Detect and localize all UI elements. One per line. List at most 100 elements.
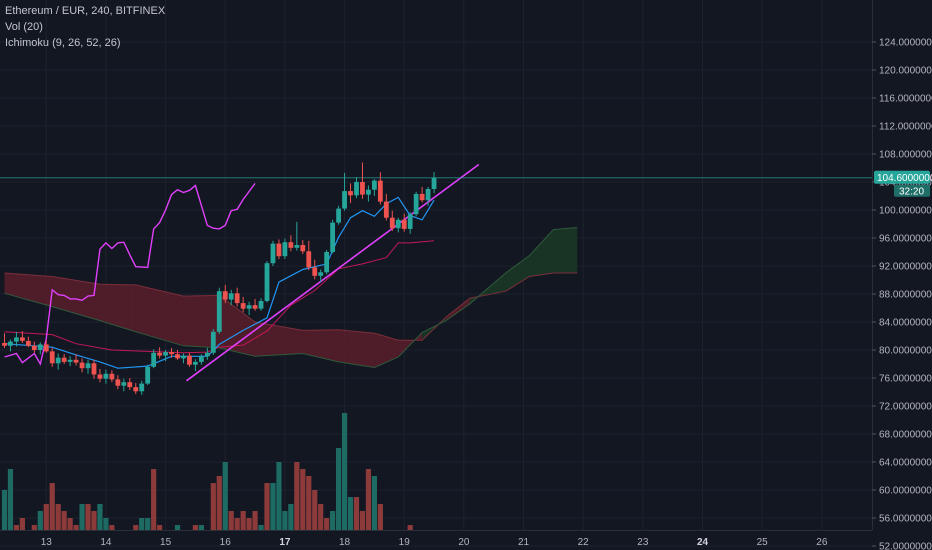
volume-bar <box>133 525 139 530</box>
candle-body <box>181 355 186 359</box>
candle-body <box>240 303 246 309</box>
candle-body <box>252 305 258 309</box>
volume-indicator-label: Vol (20) <box>5 21 43 33</box>
candle-body <box>133 387 139 392</box>
price-tick-label: 112.00000000 <box>879 122 932 133</box>
last-price-label: 104.60000000 <box>877 173 932 184</box>
volume-bar <box>264 483 270 530</box>
candle-body <box>175 354 180 359</box>
volume-bar <box>377 504 383 530</box>
price-tick-label: 64.00000000 <box>879 458 932 469</box>
candle-body <box>360 182 365 195</box>
volume-bar <box>43 504 49 530</box>
leading-span-a <box>4 272 578 341</box>
candle-body <box>324 252 330 273</box>
trendline <box>185 163 480 382</box>
countdown-badge <box>894 184 930 197</box>
time-axis[interactable]: 13 14 15 16 17 18 19 20 21 22 23 24 25 26 <box>0 530 872 549</box>
volume-bar <box>79 504 85 530</box>
candle-body <box>234 293 240 304</box>
price-axis[interactable]: 124.00000000 120.00000000 116.00000000 112.… <box>872 0 932 550</box>
candle-body <box>61 357 67 362</box>
volume-bar <box>139 518 145 530</box>
volume-bar <box>97 504 103 530</box>
volume-bar <box>288 504 294 530</box>
price-tick-label: 100.00000000 <box>879 206 932 217</box>
indicator-lines <box>0 163 872 382</box>
volume-bar <box>7 469 14 530</box>
volume-bar <box>407 525 413 530</box>
volume-bar <box>276 462 282 530</box>
candle-body <box>127 382 133 388</box>
time-tick-label: 26 <box>816 537 828 548</box>
price-tick-label: 108.00000000 <box>879 150 932 161</box>
candle-body <box>366 189 371 195</box>
cloud-segment <box>302 329 339 362</box>
candle-body <box>25 340 31 346</box>
candle-body <box>282 242 288 257</box>
candle-body <box>14 337 19 342</box>
candle-body <box>97 374 103 379</box>
candle-body <box>383 201 389 218</box>
volume-bar <box>61 511 67 530</box>
volume-bar <box>192 525 199 530</box>
candle-body <box>109 373 115 380</box>
time-tick-label: 20 <box>458 537 470 548</box>
cloud-segment <box>338 329 375 368</box>
volume-bar <box>228 511 234 530</box>
candle-body <box>91 363 97 375</box>
base-line <box>4 240 435 354</box>
ichimoku-indicator-label: Ichimoku (9, 26, 52, 26) <box>5 37 121 49</box>
volume-bar <box>258 525 264 530</box>
leading-span-b <box>4 227 578 369</box>
volume-bar <box>306 476 312 530</box>
candle-body <box>169 352 174 355</box>
time-tick-label: 22 <box>578 537 590 548</box>
volume-bar <box>359 511 366 530</box>
symbol-title: Ethereum / EUR, 240, BITFINEX <box>5 5 166 17</box>
time-tick-label: 16 <box>220 537 232 548</box>
volume-bar <box>216 476 222 530</box>
candle-body <box>401 219 407 229</box>
price-tick-label: 92.00000000 <box>879 262 932 273</box>
candle-body <box>318 272 324 276</box>
price-tick-label: 60.00000000 <box>879 486 932 497</box>
candle-body <box>139 383 145 392</box>
candle-body <box>145 366 151 384</box>
candle-body <box>312 267 318 276</box>
candle-body <box>294 245 300 248</box>
candle-body <box>270 243 276 264</box>
candle-body <box>85 363 91 369</box>
lagging-span <box>4 182 256 366</box>
candle-body <box>348 191 353 196</box>
candle-body <box>31 345 37 350</box>
volume-bar <box>240 511 246 530</box>
candle-body <box>79 362 85 369</box>
candle-body <box>431 177 437 189</box>
candle-body <box>288 242 294 248</box>
candle-body <box>2 343 7 346</box>
candle-body <box>342 191 347 209</box>
candle-body <box>19 337 25 341</box>
candle-body <box>37 344 43 350</box>
volume-bar <box>270 483 276 530</box>
volume-bar <box>312 490 318 530</box>
candle-body <box>354 182 359 196</box>
volume-bar <box>210 483 216 530</box>
volume-bars <box>1 413 413 530</box>
price-tick-label: 120.00000000 <box>879 66 932 77</box>
time-tick-label: 24 <box>697 537 709 548</box>
volume-bar <box>19 518 25 530</box>
volume-bar <box>151 469 157 530</box>
volume-bar <box>222 462 228 530</box>
candle-body <box>300 245 306 252</box>
cloud-segment <box>445 298 470 321</box>
time-tick-label: 25 <box>757 537 769 548</box>
price-tick-label: 80.00000000 <box>879 346 932 357</box>
candle-body <box>43 344 49 352</box>
candle-body <box>330 222 336 252</box>
cloud-segment <box>4 273 53 307</box>
time-tick-label: 23 <box>637 537 649 548</box>
volume-bar <box>371 476 377 530</box>
